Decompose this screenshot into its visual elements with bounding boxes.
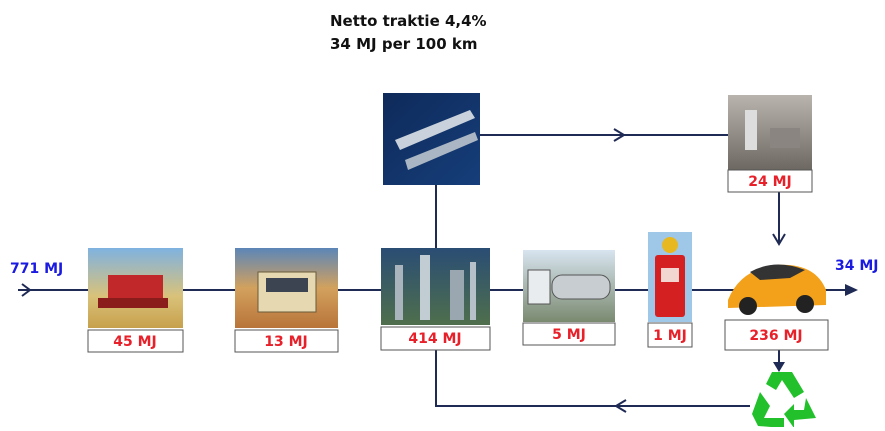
title-line: 34 MJ per 100 km	[330, 35, 478, 53]
steel-image	[383, 93, 480, 185]
title-line: Netto traktie 4,4%	[330, 12, 487, 30]
node-label: 13 MJ	[264, 334, 308, 350]
node-label: 414 MJ	[408, 331, 461, 347]
output-label: 34 MJ	[835, 258, 879, 274]
label-box	[522, 322, 616, 346]
node-label: 45 MJ	[113, 334, 157, 350]
pump-image	[648, 232, 692, 322]
node-label: 1 MJ	[653, 328, 687, 344]
recycle-icon	[752, 372, 816, 428]
label-box	[724, 319, 829, 351]
refinery-image	[381, 248, 490, 325]
node-label: 24 MJ	[748, 174, 792, 190]
label-box	[727, 169, 813, 193]
node-label: 236 MJ	[749, 328, 802, 344]
input-label: 771 MJ	[10, 261, 63, 277]
label-box	[87, 329, 184, 353]
car-image	[728, 264, 826, 315]
truck-image	[235, 248, 338, 328]
node-label: 5 MJ	[552, 327, 586, 343]
tanker-image	[523, 250, 615, 322]
label-box	[647, 322, 693, 348]
factory-image	[728, 95, 812, 170]
harvester-image	[88, 248, 183, 328]
label-box	[380, 326, 491, 351]
label-box	[234, 329, 339, 353]
